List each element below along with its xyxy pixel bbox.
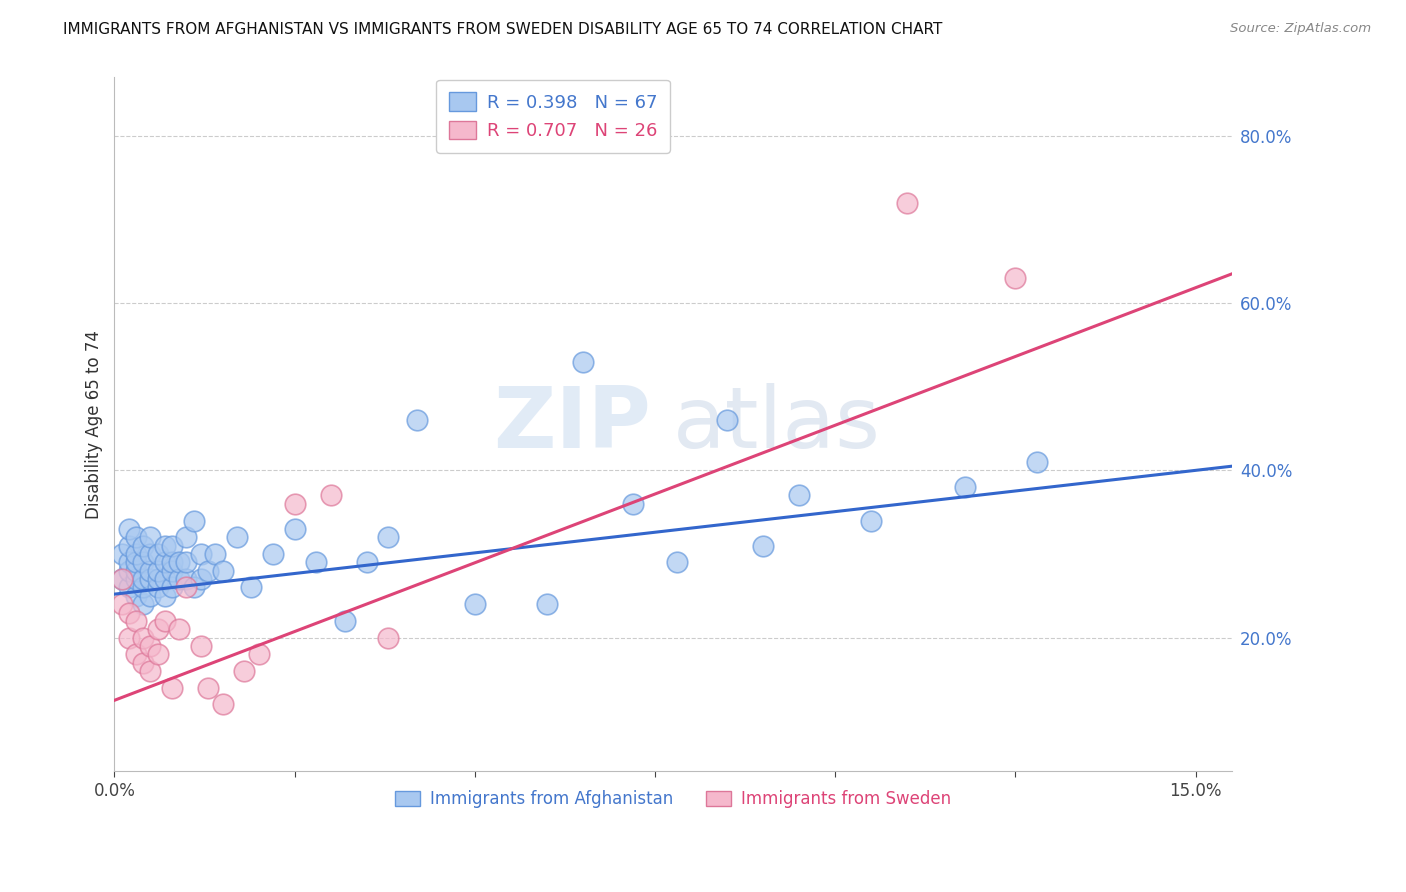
Point [160, 564, 183, 578]
Point [153, 539, 176, 553]
Point [190, 572, 212, 586]
Point [377, 530, 399, 544]
Point [211, 564, 233, 578]
Point [118, 555, 141, 569]
Text: Source: ZipAtlas.com: Source: ZipAtlas.com [1230, 22, 1371, 36]
Point [125, 547, 148, 561]
Point [183, 514, 205, 528]
Point [716, 413, 738, 427]
Point [132, 539, 155, 553]
Y-axis label: Disability Age 65 to 74: Disability Age 65 to 74 [86, 330, 103, 519]
Point [139, 564, 162, 578]
Text: ZIP: ZIP [494, 383, 651, 466]
Point [284, 522, 307, 536]
Text: IMMIGRANTS FROM AFGHANISTAN VS IMMIGRANTS FROM SWEDEN DISABILITY AGE 65 TO 74 CO: IMMIGRANTS FROM AFGHANISTAN VS IMMIGRANT… [63, 22, 942, 37]
Point [125, 555, 148, 569]
Point [536, 597, 558, 611]
Point [623, 497, 645, 511]
Point [190, 547, 212, 561]
Legend: Immigrants from Afghanistan, Immigrants from Sweden: Immigrants from Afghanistan, Immigrants … [388, 784, 957, 815]
Point [190, 639, 212, 653]
Point [860, 514, 883, 528]
Point [146, 581, 169, 595]
Point [118, 631, 141, 645]
Point [139, 664, 162, 678]
Point [132, 572, 155, 586]
Point [139, 547, 162, 561]
Point [183, 581, 205, 595]
Point [262, 547, 284, 561]
Point [125, 572, 148, 586]
Point [197, 564, 219, 578]
Point [118, 581, 141, 595]
Point [153, 555, 176, 569]
Point [132, 597, 155, 611]
Point [953, 480, 976, 494]
Point [665, 555, 688, 569]
Point [153, 614, 176, 628]
Point [233, 664, 256, 678]
Point [176, 555, 198, 569]
Point [146, 648, 169, 662]
Point [176, 572, 198, 586]
Point [169, 572, 191, 586]
Point [132, 581, 155, 595]
Point [176, 530, 198, 544]
Point [211, 698, 233, 712]
Point [125, 648, 148, 662]
Point [153, 589, 176, 603]
Point [1004, 271, 1026, 285]
Point [226, 530, 249, 544]
Point [160, 555, 183, 569]
Point [752, 539, 775, 553]
Point [125, 614, 148, 628]
Point [132, 656, 155, 670]
Point [111, 572, 134, 586]
Point [406, 413, 429, 427]
Point [118, 606, 141, 620]
Point [146, 622, 169, 636]
Point [356, 555, 378, 569]
Point [169, 622, 191, 636]
Point [572, 354, 595, 368]
Point [139, 639, 162, 653]
Point [160, 581, 183, 595]
Point [132, 555, 155, 569]
Point [118, 539, 141, 553]
Point [132, 631, 155, 645]
Point [284, 497, 307, 511]
Point [125, 564, 148, 578]
Point [204, 547, 226, 561]
Point [118, 522, 141, 536]
Point [377, 631, 399, 645]
Text: atlas: atlas [673, 383, 882, 466]
Point [146, 572, 169, 586]
Point [146, 564, 169, 578]
Point [176, 581, 198, 595]
Point [160, 539, 183, 553]
Point [139, 530, 162, 544]
Point [153, 572, 176, 586]
Point [319, 488, 342, 502]
Point [169, 555, 191, 569]
Point [160, 681, 183, 695]
Point [1026, 455, 1049, 469]
Point [896, 195, 918, 210]
Point [125, 589, 148, 603]
Point [111, 547, 134, 561]
Point [464, 597, 486, 611]
Point [333, 614, 356, 628]
Point [197, 681, 219, 695]
Point [111, 597, 134, 611]
Point [240, 581, 263, 595]
Point [787, 488, 810, 502]
Point [111, 572, 134, 586]
Point [305, 555, 328, 569]
Point [139, 589, 162, 603]
Point [118, 564, 141, 578]
Point [125, 530, 148, 544]
Point [139, 572, 162, 586]
Point [247, 648, 270, 662]
Point [146, 547, 169, 561]
